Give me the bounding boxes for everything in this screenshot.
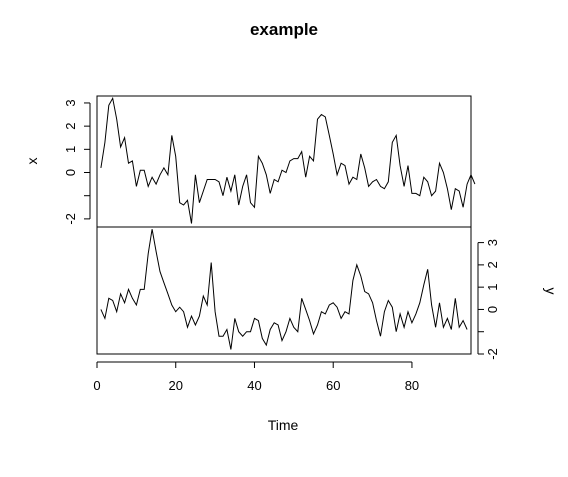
panel-x: -2 0 1 2 3 x [24,95,476,228]
panel-x-y-tick-label: -2 [63,213,78,225]
series-line-y [100,229,468,350]
panel-y-y-tick-label: 0 [485,306,500,313]
series-line-x [100,96,476,224]
panel-x-y-tick-label: 3 [63,99,78,106]
panel-y: -2 0 1 2 3 y [96,226,559,360]
x-tick-label: 0 [93,378,100,393]
panel-y-y-tick-label: 3 [485,239,500,246]
panel-y-frame [96,226,472,355]
panel-y-y-tick-label: 2 [485,261,500,268]
panel-y-ylabel: y [543,288,559,295]
panel-x-frame [96,95,472,228]
x-axis-label: Time [268,417,299,433]
panel-x-y-tick-label: 0 [63,169,78,176]
panel-y-y-axis: -2 0 1 2 3 [477,239,500,360]
x-tick-label: 60 [326,378,340,393]
x-tick-label: 80 [405,378,419,393]
x-axis: 0 20 40 60 80 [93,361,419,393]
x-tick-label: 40 [247,378,261,393]
panel-x-y-axis: -2 0 1 2 3 [63,99,91,225]
panel-y-y-tick-label: 1 [485,284,500,291]
panel-x-y-tick-label: 2 [63,123,78,130]
x-tick-label: 20 [169,378,183,393]
chart-title: example [250,20,318,39]
panel-x-ylabel: x [24,158,40,165]
panel-x-y-tick-label: 1 [63,146,78,153]
panel-y-y-tick-label: -2 [485,348,500,360]
